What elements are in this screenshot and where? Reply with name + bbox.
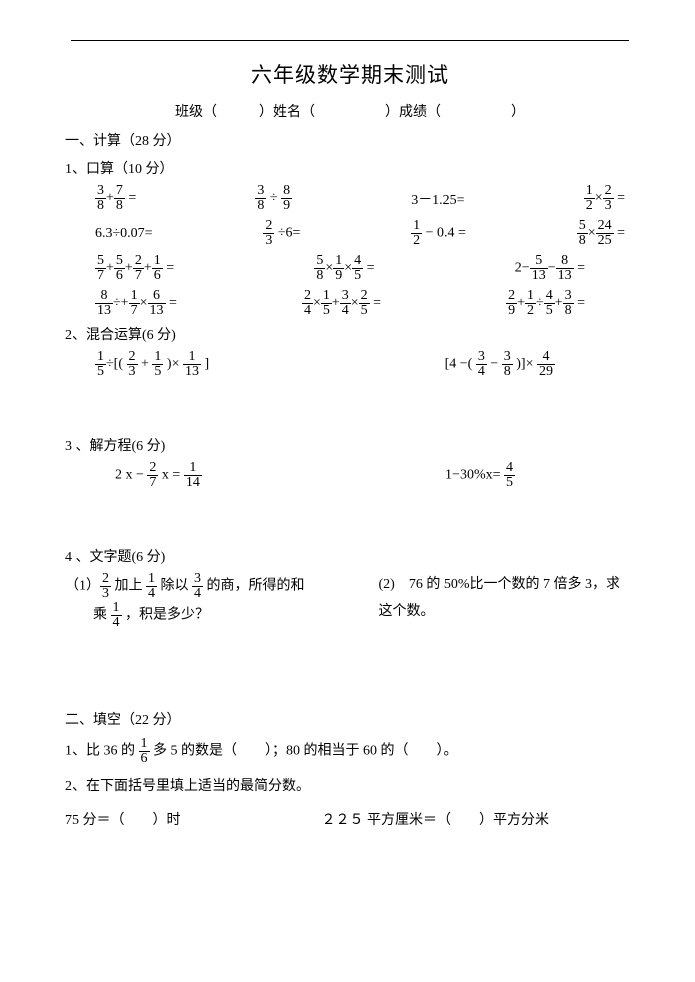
q-3c: 2−513−813 = (515, 254, 585, 283)
sub-1-4: 4 、文字题(6 分) (65, 546, 635, 566)
mental-row-2: 6.3÷0.07= 23 ÷6= 12 − 0.4 = 58×2425 = (65, 219, 635, 248)
name-blank (315, 105, 385, 120)
q-4c: 29+12÷45+38 = (506, 289, 585, 318)
mix-left: 15÷[( 23 + 15 )× 113 ] (95, 350, 209, 379)
page-title: 六年级数学期末测试 (65, 59, 635, 89)
word-problem-row: （1）23 加上 14 除以 34 的商，所得的和 乘 14 ，积是多少？ (2… (65, 572, 635, 630)
equation-row: 2 x − 27 x = 114 1−30%x= 45 (65, 461, 635, 490)
wp-right: (2) 76 的 50%比一个数的 7 倍多 3，求 这个数。 (379, 572, 636, 630)
mental-row-1: 38+78 = 38 ÷ 89 3－1.25= 12×23 = (65, 184, 635, 213)
q-4b: 24×15+34×25 = (302, 289, 381, 318)
mental-row-3: 57+56+27+16 = 58×19×45 = 2−513−813 = (65, 254, 635, 283)
score-label: ）成绩（ (385, 105, 441, 120)
conv-left: 75 分＝（ ）时 (65, 809, 322, 829)
eq-left: 2 x − 27 x = 114 (95, 461, 202, 490)
q-1c: 3－1.25= (411, 189, 464, 209)
conv-right: ２２５ 平方厘米＝（ ）平方分米 (322, 809, 636, 829)
score-blank (441, 105, 511, 120)
mental-row-4: 813÷+17×613 = 24×15+34×25 = 29+12÷45+38 … (65, 289, 635, 318)
sub-1-1: 1、口算（10 分） (65, 158, 635, 178)
section-1-heading: 一、计算（28 分） (65, 131, 635, 152)
q-2b: 23 ÷6= (263, 219, 300, 248)
fill-q2: 2、在下面括号里填上适当的最简分数。 (65, 774, 635, 801)
sub-1-3: 3 、解方程(6 分) (65, 435, 635, 455)
student-info-line: 班级（ ）姓名（ ）成绩（ ） (65, 101, 635, 121)
q-1b: 38 ÷ 89 (255, 184, 292, 213)
q-3a: 57+56+27+16 = (95, 254, 174, 283)
q-4a: 813÷+17×613 = (95, 289, 177, 318)
conversion-row: 75 分＝（ ）时 ２２５ 平方厘米＝（ ）平方分米 (65, 809, 635, 829)
exam-page: 六年级数学期末测试 班级（ ）姓名（ ）成绩（ ） 一、计算（28 分） 1、口… (0, 0, 695, 982)
top-rule (71, 40, 629, 41)
class-label: 班级（ (175, 105, 217, 120)
sub-1-2: 2、混合运算(6 分) (65, 324, 635, 344)
fill-q1: 1、比 36 的 16 多 5 的数是（ ）；80 的相当于 60 的（ ）。 (65, 737, 635, 766)
name-label: ）姓名（ (259, 105, 315, 120)
q-2d: 58×2425 = (577, 219, 625, 248)
q-2c: 12 − 0.4 = (411, 219, 466, 248)
q-2a: 6.3÷0.07= (95, 226, 153, 242)
info-end: ） (511, 105, 525, 120)
eq-right: 1−30%x= 45 (445, 461, 515, 490)
wp-left: （1）23 加上 14 除以 34 的商，所得的和 乘 14 ，积是多少？ (65, 572, 379, 630)
mix-right: [4 −( 34 − 38 )]× 429 (445, 350, 555, 379)
q-1a: 38+78 = (95, 184, 136, 213)
section-2-heading: 二、填空（22 分） (65, 710, 635, 731)
class-blank (217, 105, 259, 120)
q-1d: 12×23 = (584, 184, 625, 213)
mixed-row: 15÷[( 23 + 15 )× 113 ] [4 −( 34 − 38 )]×… (65, 350, 635, 379)
q-3b: 58×19×45 = (314, 254, 374, 283)
